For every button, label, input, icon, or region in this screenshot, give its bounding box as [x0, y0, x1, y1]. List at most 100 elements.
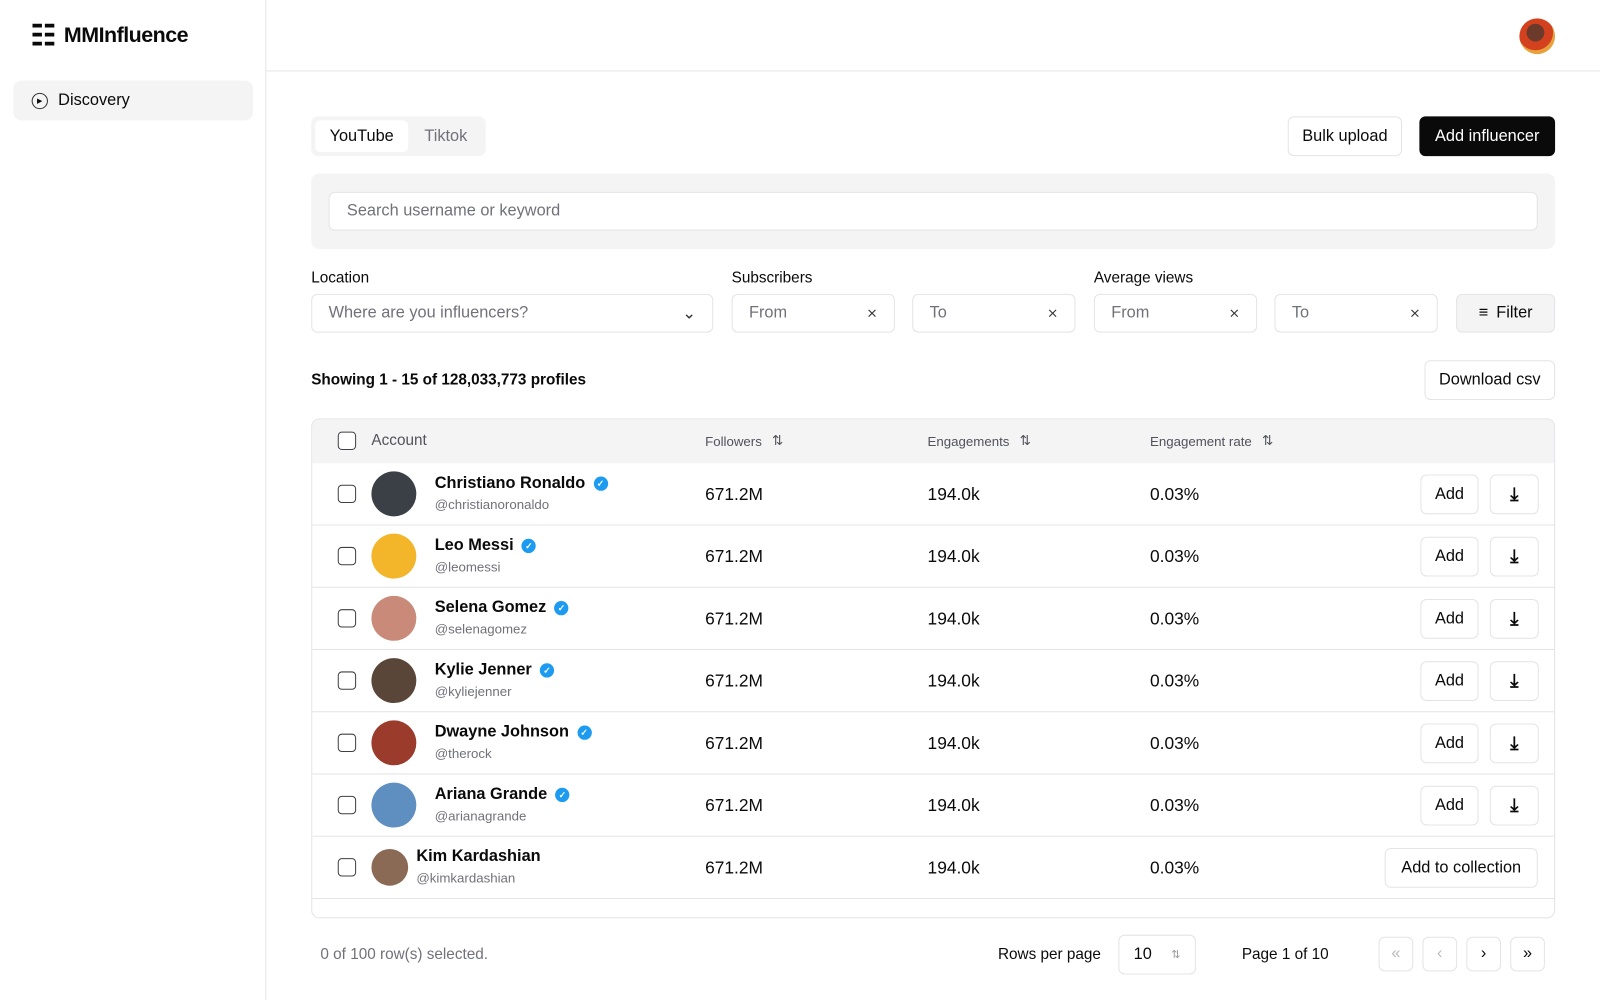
verified-badge-icon: ✓	[593, 476, 608, 491]
search-panel: Search username or keyword	[311, 173, 1556, 249]
download-icon[interactable]: ⤓	[1489, 661, 1539, 702]
add-to-collection-button[interactable]: Add to collection	[1384, 847, 1538, 888]
download-icon[interactable]: ⤓	[1489, 723, 1539, 764]
header-engagements[interactable]: Engagements ⇅	[928, 433, 1031, 449]
influencer-name[interactable]: Christiano Ronaldo ✓	[435, 474, 608, 492]
chevrons-up-down-icon: ⨯	[1228, 305, 1240, 321]
avatar	[371, 720, 417, 766]
download-icon[interactable]: ⤓	[1489, 536, 1539, 577]
add-button[interactable]: Add	[1420, 598, 1479, 639]
name-text: Kim Kardashian	[416, 847, 541, 866]
row-checkbox[interactable]	[337, 858, 357, 877]
chevrons-up-down-icon: ⇅	[1171, 948, 1181, 962]
table-row: Christiano Ronaldo ✓ @christianoronaldo 6…	[312, 463, 1555, 526]
sidebar-item-label: Discovery	[58, 91, 130, 109]
next-page-button[interactable]: ›	[1466, 936, 1502, 972]
avatar	[371, 782, 417, 828]
chevrons-up-down-icon: ⨯	[1409, 305, 1421, 321]
subscribers-from-input[interactable]: From ⨯	[731, 293, 895, 333]
add-button[interactable]: Add	[1420, 723, 1479, 764]
tab-tiktok[interactable]: Tiktok	[424, 127, 468, 145]
first-page-button[interactable]: «	[1378, 936, 1414, 972]
name-text: Leo Messi	[434, 536, 514, 555]
influencer-name[interactable]: Selena Gomez ✓	[435, 599, 569, 617]
engagements-value: 194.0k	[927, 795, 980, 816]
followers-value: 671.2M	[705, 795, 763, 816]
user-avatar[interactable]	[1519, 18, 1556, 55]
placeholder: To	[1291, 304, 1310, 322]
last-page-button[interactable]: »	[1510, 936, 1545, 972]
row-checkbox[interactable]	[337, 671, 357, 690]
avg-views-from-input[interactable]: From ⨯	[1093, 293, 1258, 333]
row-checkbox[interactable]	[337, 795, 357, 815]
avatar	[371, 471, 417, 517]
subscribers-to-input[interactable]: To ⨯	[912, 293, 1076, 333]
download-csv-button[interactable]: Download csv	[1424, 360, 1556, 400]
influencer-name[interactable]: Kim Kardashian	[416, 848, 540, 866]
select-all-checkbox[interactable]	[337, 431, 357, 450]
add-button[interactable]: Add	[1420, 474, 1479, 515]
avatar	[371, 533, 417, 579]
play-circle-icon: ▶	[31, 92, 48, 109]
filter-label: Filter	[1496, 304, 1533, 322]
header-engagement-rate[interactable]: Engagement rate ⇅	[1150, 433, 1273, 449]
sliders-icon: ≡	[1478, 304, 1489, 322]
engagements-value: 194.0k	[927, 671, 980, 691]
prev-page-button[interactable]: ‹	[1422, 936, 1458, 972]
influencer-handle: @kyliejenner	[434, 683, 512, 699]
influencer-handle: @kimkardashian	[416, 870, 516, 886]
download-icon[interactable]: ⤓	[1489, 785, 1539, 826]
rows-per-page-select[interactable]: 10 ⇅	[1118, 934, 1196, 975]
add-influencer-button[interactable]: Add influencer	[1419, 116, 1556, 157]
location-select[interactable]: Where are you influencers? ⌄	[311, 293, 714, 333]
row-checkbox[interactable]	[337, 733, 357, 753]
engagements-value: 194.0k	[927, 484, 980, 505]
placeholder: To	[929, 304, 947, 322]
header-label: Followers	[705, 433, 762, 449]
table-row: Kylie Jenner ✓ @kyliejenner 671.2M 194.0k…	[312, 650, 1555, 713]
header-account: Account	[371, 431, 427, 449]
platform-tabs: YouTube Tiktok	[311, 116, 486, 157]
tab-youtube[interactable]: YouTube	[315, 120, 409, 153]
logo[interactable]: ☷ MMInfluence	[31, 18, 189, 52]
chevrons-up-down-icon: ⨯	[1047, 305, 1059, 321]
bulk-upload-button[interactable]: Bulk upload	[1287, 116, 1403, 157]
filter-button[interactable]: ≡ Filter	[1456, 293, 1556, 333]
placeholder: From	[1111, 304, 1150, 322]
download-icon[interactable]: ⤓	[1489, 598, 1539, 639]
influencer-handle: @leomessi	[434, 559, 501, 575]
followers-value: 671.2M	[705, 609, 763, 629]
influencer-name[interactable]: Leo Messi ✓	[434, 536, 537, 555]
name-text: Kylie Jenner	[434, 661, 532, 679]
download-icon[interactable]: ⤓	[1489, 474, 1539, 515]
influencer-name[interactable]: Kylie Jenner ✓	[435, 661, 555, 679]
engagements-value: 194.0k	[927, 733, 980, 754]
name-text: Selena Gomez	[434, 598, 547, 617]
sidebar-item-discovery[interactable]: ▶ Discovery	[13, 80, 254, 121]
engagement-rate-value: 0.03%	[1149, 484, 1200, 505]
followers-value: 671.2M	[705, 858, 763, 878]
engagement-rate-value: 0.03%	[1149, 858, 1200, 878]
add-button[interactable]: Add	[1420, 785, 1479, 826]
influencer-name[interactable]: Dwayne Johnson ✓	[435, 723, 592, 741]
header-followers[interactable]: Followers ⇅	[705, 433, 783, 449]
engagement-rate-value: 0.03%	[1149, 795, 1200, 816]
avatar	[371, 848, 409, 886]
verified-badge-icon: ✓	[521, 538, 537, 554]
influencer-name[interactable]: Ariana Grande ✓	[435, 786, 570, 804]
avg-views-to-input[interactable]: To ⨯	[1274, 293, 1438, 333]
row-checkbox[interactable]	[337, 546, 357, 566]
add-button[interactable]: Add	[1420, 661, 1479, 702]
add-button[interactable]: Add	[1420, 536, 1479, 577]
rows-per-page-value: 10	[1133, 945, 1152, 963]
header-label: Engagements	[927, 433, 1010, 449]
verified-badge-icon: ✓	[555, 787, 570, 803]
subscribers-label: Subscribers	[731, 269, 813, 287]
row-checkbox[interactable]	[337, 609, 357, 628]
engagement-rate-value: 0.03%	[1149, 671, 1200, 691]
sidebar: ☷ MMInfluence ▶ Discovery	[0, 0, 267, 1000]
table-row: Ariana Grande ✓ @arianagrande 671.2M 194.…	[312, 774, 1555, 837]
row-checkbox[interactable]	[337, 484, 357, 504]
search-input[interactable]: Search username or keyword	[328, 191, 1538, 231]
influencer-table: Account Followers ⇅ Engagements ⇅ Engageme…	[311, 418, 1556, 919]
